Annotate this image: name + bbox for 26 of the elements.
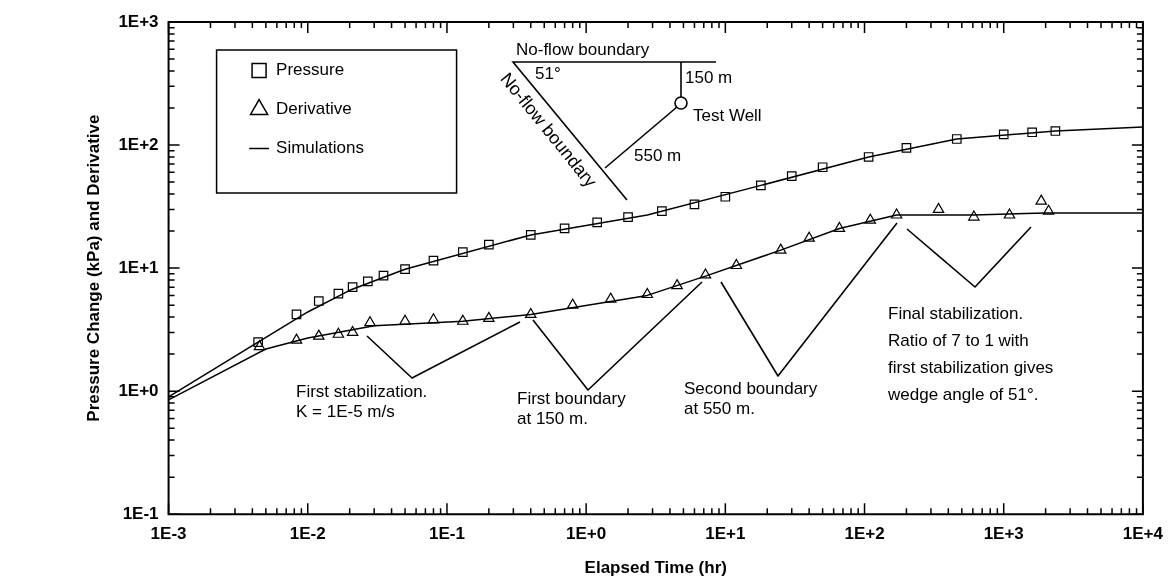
annotation: No-flow boundary [516,40,650,60]
annotation: 150 m [685,68,733,88]
legend-label: Simulations [276,138,364,158]
x-tick-label: 1E-1 [429,524,465,544]
annotation: First boundary at 150 m. [517,389,626,429]
y-tick-label: 1E+2 [118,134,159,154]
x-tick-label: 1E+2 [844,524,885,544]
x-tick-label: 1E-2 [289,524,326,544]
x-tick-label: 1E+3 [983,524,1024,544]
x-tick-label: 1E+0 [566,524,607,544]
annotation: First stabilization. K = 1E-5 m/s [296,382,428,422]
annotation: 550 m [634,146,682,166]
y-axis-title: Pressure Change (kPa) and Derivative [83,114,103,422]
y-tick-label: 1E+3 [118,11,159,31]
x-tick-label: 1E+1 [705,524,746,544]
annotation: Second boundary at 550 m. [684,379,818,419]
legend-label: Pressure [276,60,345,80]
y-tick-label: 1E+0 [118,380,159,400]
annotation: Final stabilization. Ratio of 7 to 1 with first stabilization gives wedge angle of 51°. [888,303,1054,406]
legend-label: Derivative [276,99,352,119]
y-tick-label: 1E-1 [122,503,159,523]
x-tick-label: 1E+4 [1122,524,1164,544]
y-tick-label: 1E+1 [118,257,159,277]
x-tick-label: 1E-3 [150,524,187,544]
x-axis-title: Elapsed Time (hr) [584,558,727,578]
annotation: Test Well [693,106,762,126]
